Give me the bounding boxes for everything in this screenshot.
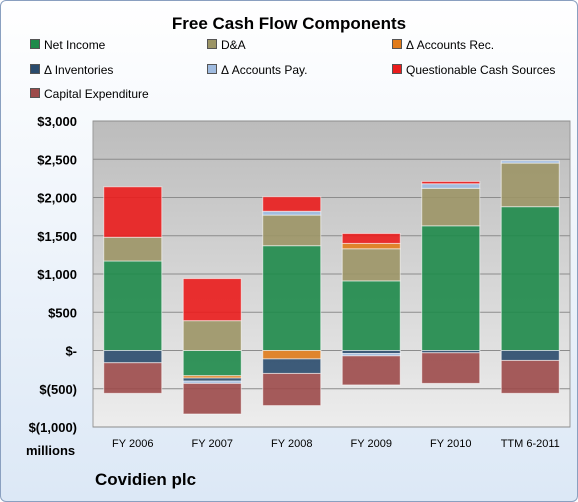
legend-swatch: [30, 88, 40, 98]
legend-item-accounts-rec: Δ Accounts Rec.: [392, 38, 494, 52]
bar-segment: [421, 225, 481, 351]
bar-segment: [262, 245, 322, 352]
bar-segment: [421, 352, 481, 384]
bar-segment: [262, 214, 322, 247]
y-tick-label: $2,500: [37, 152, 77, 167]
x-axis: FY 2006 FY 2007 FY 2008 FY 2009 FY 2010 TTM 6…: [112, 438, 560, 450]
legend-swatch: [30, 39, 40, 49]
bar-segment: [103, 350, 163, 364]
legend-swatch: [207, 39, 217, 49]
bar-segment: [421, 187, 481, 227]
legend-label: Δ Accounts Pay.: [221, 63, 308, 77]
bar-segment: [262, 350, 322, 360]
legend-item-capex: Capital Expenditure: [30, 87, 149, 101]
bar-segment: [103, 260, 163, 351]
x-tick-label: FY 2006: [112, 438, 153, 450]
legend-label: Δ Accounts Rec.: [406, 38, 495, 52]
legend-label: Net Income: [44, 38, 106, 52]
bar-segment: [500, 162, 560, 208]
legend-item-net-income: Net Income: [30, 38, 105, 52]
bar-segment: [341, 355, 401, 386]
bar-segment: [341, 280, 401, 352]
chart-title: Free Cash Flow Components: [171, 14, 407, 33]
y-tick-label: $-: [65, 344, 77, 359]
legend-item-da: D&A: [207, 38, 246, 52]
y-tick-label: $1,000: [37, 267, 77, 282]
bar-segment: [262, 372, 322, 407]
legend-label: Capital Expenditure: [44, 87, 149, 101]
legend-swatch: [30, 64, 40, 74]
bar-segment: [421, 183, 481, 189]
bar-segment: [182, 320, 242, 352]
bar-segment: [262, 358, 322, 374]
bar-segment: [262, 196, 322, 212]
y-tick-label: $1,500: [37, 229, 77, 244]
bar-segment: [103, 236, 163, 262]
legend-item-questionable-cash: Questionable Cash Sources: [392, 63, 555, 77]
bar-segment: [500, 350, 560, 361]
bar-segment: [182, 350, 242, 377]
y-tick-label: $2,000: [37, 191, 77, 206]
x-tick-label: FY 2007: [192, 438, 233, 450]
legend-swatch: [392, 39, 402, 49]
bar-segment: [500, 160, 560, 164]
legend-item-accounts-pay: Δ Accounts Pay.: [207, 63, 308, 77]
y-unit-label: millions: [26, 443, 76, 458]
bar-segment: [262, 210, 322, 216]
bar-segment: [500, 206, 560, 351]
y-axis: $3,000 $2,500 $2,000 $1,500 $1,000 $500 $- $(50…: [29, 114, 77, 435]
legend-swatch: [207, 64, 217, 74]
legend-item-inventories: Δ Inventories: [30, 63, 113, 77]
bar-segment: [182, 278, 242, 322]
legend-label: D&A: [221, 38, 246, 52]
x-tick-label: TTM 6-2011: [501, 438, 560, 450]
bars: [103, 160, 560, 415]
bar-segment: [341, 248, 401, 282]
legend-label: Questionable Cash Sources: [406, 63, 556, 77]
x-tick-label: FY 2009: [351, 438, 392, 450]
bar-segment: [421, 180, 481, 185]
gridlines: [93, 120, 570, 428]
bar-segment: [103, 362, 163, 394]
bar-segment: [500, 359, 560, 394]
legend-label: Δ Inventories: [44, 63, 114, 77]
bar-segment: [341, 232, 401, 244]
legend-swatch: [392, 64, 402, 74]
bar-segment: [103, 186, 163, 238]
y-tick-label: $(1,000): [29, 420, 77, 435]
bar-segment: [341, 242, 401, 250]
x-tick-label: FY 2008: [271, 438, 312, 450]
y-tick-label: $500: [48, 305, 77, 320]
y-tick-label: $3,000: [37, 114, 77, 129]
company-name: Covidien plc: [95, 470, 197, 489]
x-tick-label: FY 2010: [430, 438, 471, 450]
y-tick-label: $(500): [39, 382, 77, 397]
bar-segment: [182, 382, 242, 415]
